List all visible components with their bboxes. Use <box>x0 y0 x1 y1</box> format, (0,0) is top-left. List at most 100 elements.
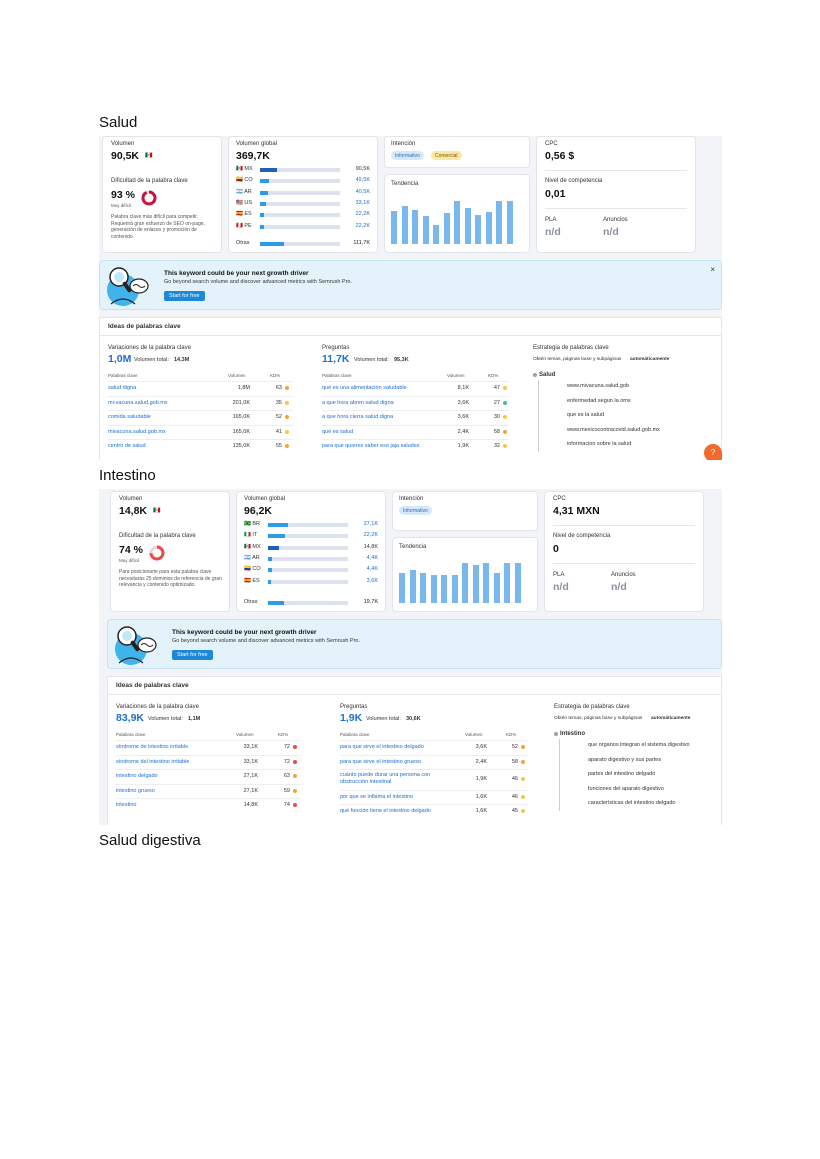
country-row: 🇲🇽 MX 14,8K <box>244 544 380 553</box>
strategy-topic[interactable]: aparato digestivo y sus partes <box>588 756 662 763</box>
pla-label: PLA <box>545 217 557 223</box>
questions-total-label: Volumen total: <box>366 716 401 722</box>
country-bar-track <box>268 523 348 527</box>
keyword-volume: 1,9K <box>475 776 487 782</box>
keyword-link[interactable]: a que hora cierra salud digna <box>322 414 394 420</box>
strategy-topic[interactable]: www.mivacuna.salud.gob <box>567 383 630 389</box>
country-code: 🇨🇴 CO <box>244 566 261 573</box>
country-bar-fill <box>268 568 272 573</box>
keyword-link[interactable]: mivacuna.salud.gob.mx <box>108 428 166 435</box>
keyword-kd: 47 <box>493 385 500 391</box>
ideas-title: Ideas de palabras clave <box>108 323 181 330</box>
keyword-link[interactable]: para que sirve el intestino grueso <box>340 758 422 765</box>
table-row: intestino 14,8K 74 <box>116 798 301 813</box>
trend-bar <box>409 569 416 603</box>
start-for-free-button[interactable]: Start for free <box>164 291 205 301</box>
questions-count[interactable]: 1,9K <box>340 712 363 724</box>
keyword-kd: 45 <box>511 808 518 814</box>
trend-bar <box>433 225 439 244</box>
keyword-link[interactable]: intestino <box>116 802 137 808</box>
strategy-topic[interactable]: que es la salud <box>567 412 604 418</box>
trend-bar <box>472 564 479 603</box>
kd-dot-icon <box>293 759 297 764</box>
keyword-kd: 63 <box>283 773 290 779</box>
country-bar-track <box>260 190 340 195</box>
keyword-kd: 58 <box>493 428 500 435</box>
variations-label: Variaciones de la palabra clave <box>116 704 199 710</box>
cpc-label: CPC <box>553 496 566 502</box>
strategy-topic[interactable]: informacion sobre la salud <box>567 441 632 447</box>
keyword-link[interactable]: para que sirve el intestino delgado <box>340 744 424 750</box>
start-for-free-button[interactable]: Start for free <box>172 650 213 660</box>
col-header-keyword: Palabras clave <box>116 732 146 737</box>
ads-label: Anuncios <box>603 217 628 223</box>
keyword-link[interactable]: síndrome de intestino irritable <box>116 744 189 750</box>
keyword-link[interactable]: síndrome del intestino irritable <box>116 758 190 765</box>
variations-count[interactable]: 1,0M <box>108 353 132 365</box>
strategy-topic[interactable]: características del intestino delgado <box>588 800 676 806</box>
trend-bar <box>493 572 500 603</box>
country-bar-fill <box>268 534 285 539</box>
table-row: para que sirve el intestino grueso 2,4K 58 <box>340 754 527 770</box>
keyword-link[interactable]: centro de salud <box>108 443 146 449</box>
strategy-topic[interactable]: que organos integran el sistema digestiv… <box>588 742 690 748</box>
strategy-topic[interactable]: enfermedad segun la oms <box>567 397 631 404</box>
variations-count[interactable]: 83,9K <box>116 712 145 724</box>
others-bar-fill <box>260 242 284 246</box>
strategy-topic[interactable]: partes del intestino delgado <box>588 771 656 777</box>
keyword-link[interactable]: intestino delgado <box>116 773 158 779</box>
keyword-link[interactable]: cuánto puede durar una persona con obstr… <box>340 772 431 785</box>
question-icon[interactable]: ? <box>704 444 722 460</box>
trend-bar <box>451 574 458 603</box>
strategy-topic[interactable]: www.mexicocontracovid.salud.gob.mx <box>567 426 660 433</box>
country-row: 🇦🇷 AR 4,4K <box>244 555 380 564</box>
keyword-link[interactable]: para que quieres saber eso jaja saludes <box>322 443 420 449</box>
keyword-kd: 55 <box>275 443 282 449</box>
country-bar-track <box>260 201 340 206</box>
questions-total-label: Volumen total: <box>354 357 389 363</box>
questions-label: Preguntas <box>322 345 350 351</box>
close-icon[interactable]: × <box>710 265 715 274</box>
keyword-link[interactable]: qué función tiene el intestino delgado <box>340 808 431 814</box>
pla-label: PLA <box>553 572 565 578</box>
section-heading-salud-digestiva: Salud digestiva <box>99 832 201 849</box>
keyword-link[interactable]: mi-vacuna.salud.gob.mx <box>108 399 168 406</box>
trend-bar <box>483 562 489 603</box>
country-row: 🇪🇸 ES 3,6K <box>244 578 380 587</box>
country-volume: 90,5K <box>355 166 370 172</box>
cpc-value: 4,31 MXN <box>553 505 600 517</box>
col-header-keyword: Palabras clave <box>340 732 370 737</box>
ads-label: Anuncios <box>611 572 636 578</box>
keyword-link[interactable]: qué es salud <box>322 428 354 435</box>
difficulty-description: Para posicionarte para esta palabra clav… <box>119 569 222 588</box>
keyword-link[interactable]: comida saludable <box>108 414 151 420</box>
trend-label: Tendencia <box>391 181 419 187</box>
volume-card: Volumen 90,5K 🇲🇽 Dificultad de la palabra c… <box>102 136 222 253</box>
keyword-link[interactable]: salud digna <box>108 385 137 391</box>
keyword-link[interactable]: por que se inflama el intestino <box>340 793 414 800</box>
global-volume-value: 96,2K <box>244 505 273 517</box>
strategy-description-bold: automáticamente <box>630 357 670 362</box>
intent-tag: Informativo <box>391 151 424 160</box>
trend-bar <box>462 562 468 603</box>
difficulty-donut <box>149 545 165 561</box>
strategy-topic[interactable]: funciones del aparato digestivo <box>588 785 664 792</box>
keyword-kd: 63 <box>275 385 282 391</box>
country-row: 🇧🇷 BR 27,1K <box>244 521 380 530</box>
table-row: centro de salud 135,0K 55 <box>108 439 293 454</box>
keyword-volume: 2,4K <box>475 758 487 765</box>
table-row: comida saludable 165,0K 52 <box>108 410 293 425</box>
keyword-volume: 33,1K <box>243 758 258 765</box>
keyword-link[interactable]: a que hora abren salud digna <box>322 399 394 406</box>
keyword-kd: 59 <box>283 787 290 794</box>
global-volume-label: Volumen global <box>236 141 278 147</box>
kd-dot-icon <box>503 444 507 448</box>
keyword-link[interactable]: qué es una alimentación saludable <box>322 385 407 391</box>
questions-count[interactable]: 11,7K <box>322 353 350 365</box>
trend-bar <box>485 212 492 244</box>
kd-dot-icon <box>503 429 507 434</box>
cpc-card: CPC 0,56 $ Nivel de competencia 0,01 PLA n/d A… <box>536 136 696 253</box>
keyword-link[interactable]: intestino grueso <box>116 787 155 794</box>
country-code: 🇵🇪 PE <box>236 222 252 229</box>
country-code: 🇲🇽 MX <box>236 166 253 172</box>
